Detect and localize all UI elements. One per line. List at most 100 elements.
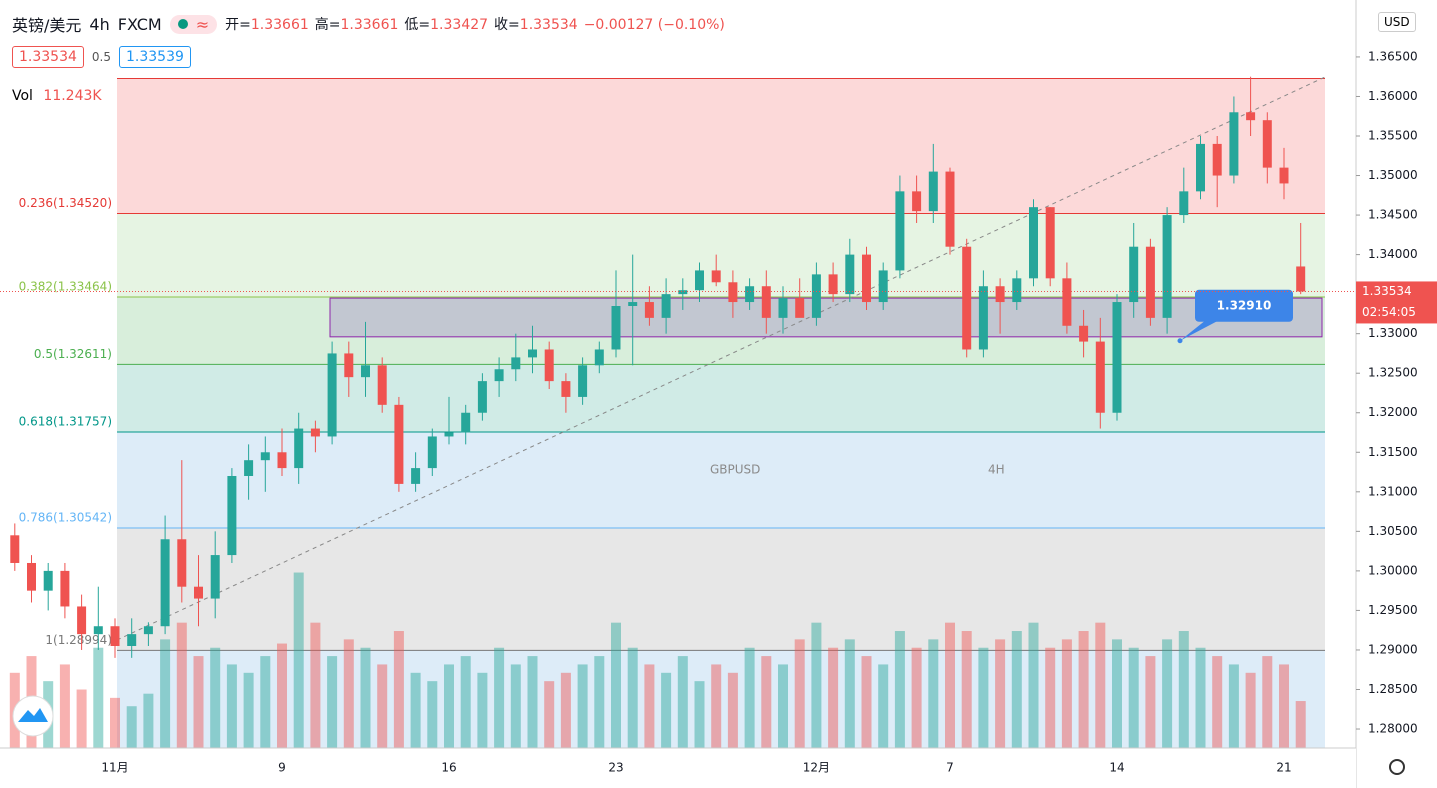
volume-legend: Vol 11.243K	[12, 88, 102, 104]
callout-label: 1.32910	[1217, 298, 1272, 312]
candle-body	[594, 349, 604, 366]
candle-body	[177, 539, 187, 587]
volume-bar	[1212, 656, 1223, 748]
candle-body	[77, 606, 87, 635]
x-tick-label: 12月	[803, 761, 830, 775]
zone-box	[329, 297, 1323, 338]
volume-bar	[76, 689, 87, 748]
candle-body	[995, 286, 1005, 303]
volume-bar	[1028, 622, 1039, 748]
volume-bar	[460, 656, 471, 748]
volume-bar	[110, 697, 120, 748]
volume-bar	[1195, 647, 1206, 748]
volume-bar	[59, 664, 70, 748]
candle-body	[1012, 278, 1022, 303]
volume-bar	[160, 639, 171, 748]
candle-body	[1296, 266, 1306, 292]
candle-body	[160, 539, 170, 627]
candle-body	[294, 428, 304, 469]
candle-body	[962, 246, 972, 350]
fib-zone	[117, 296, 1325, 365]
stat-value: 1.33661	[250, 17, 309, 33]
volume-bar	[978, 647, 989, 748]
fib-label: 0.382(1.33464)	[19, 279, 112, 293]
candle-body	[511, 357, 521, 370]
currency-button[interactable]: USD	[1378, 12, 1416, 32]
candle-body	[1029, 207, 1038, 279]
y-tick-label: 1.36500	[1368, 49, 1418, 63]
candle-body	[110, 626, 120, 646]
volume-bar	[627, 647, 638, 748]
sell-button[interactable]: 1.33534	[12, 46, 84, 68]
indicator-toggle[interactable]: ≈	[169, 14, 218, 34]
candle-body	[411, 468, 421, 484]
callout-box	[1195, 289, 1293, 322]
volume-bar	[1112, 639, 1122, 748]
candle-body	[711, 270, 721, 283]
candle-body	[327, 353, 337, 437]
time-axis-bg	[0, 748, 1356, 788]
volume-bar	[510, 664, 521, 748]
candle-body	[661, 294, 671, 318]
volume-bar	[427, 681, 438, 748]
fib-zone	[117, 431, 1325, 529]
candle-body	[945, 171, 955, 247]
candle-body	[1262, 120, 1272, 168]
volume-bar	[1078, 631, 1089, 748]
y-tick-label: 1.29500	[1368, 603, 1418, 617]
candle-body	[695, 270, 704, 291]
volume-bar	[694, 681, 705, 748]
volume-bar	[126, 706, 137, 748]
volume-bar	[327, 656, 338, 748]
candle-body	[477, 381, 487, 413]
volume-bar	[260, 656, 271, 748]
volume-bar	[744, 647, 755, 748]
trend-line	[116, 76, 1326, 641]
volume-bar	[594, 656, 605, 748]
volume-bar	[193, 656, 204, 748]
candle-body	[1196, 143, 1205, 192]
stat-key: 开=	[225, 17, 251, 33]
settings-button	[1389, 759, 1405, 775]
candle-body	[578, 365, 588, 397]
candle-body	[878, 270, 888, 303]
candle-body	[143, 626, 153, 635]
candle-body	[494, 369, 504, 382]
volume-bar	[410, 672, 421, 748]
volume-bar	[560, 672, 571, 748]
price-axis-bg	[1356, 0, 1437, 788]
volume-bar	[878, 664, 889, 748]
candle-body	[1162, 215, 1172, 318]
vol-value: 11.243K	[43, 88, 102, 104]
volume-bar	[778, 664, 788, 748]
candle-body	[795, 298, 805, 318]
source: FXCM	[117, 14, 162, 34]
last-price: 1.33534	[1362, 284, 1412, 298]
candle-body	[93, 626, 103, 635]
volume-bar	[444, 664, 454, 748]
candle-body	[310, 428, 320, 437]
y-tick-label: 1.36000	[1368, 89, 1418, 103]
volume-bar	[1061, 639, 1072, 748]
candle-body	[895, 191, 905, 271]
candle-body	[728, 282, 738, 303]
stat-key: 收=	[494, 17, 520, 33]
candle-body	[244, 460, 254, 476]
buy-button[interactable]: 1.33539	[119, 46, 191, 68]
volume-bar	[243, 672, 254, 748]
callout-anchor	[1177, 338, 1183, 344]
fib-label: 1(1.28994)	[45, 633, 112, 647]
volume-bar	[577, 664, 588, 748]
vol-name: Vol	[12, 88, 33, 104]
candle-body	[227, 476, 237, 556]
fib-label: 0.618(1.31757)	[19, 414, 112, 428]
candle-body	[444, 432, 454, 437]
fib-label: 0.236(1.34520)	[19, 196, 112, 210]
stat-value: 1.33534	[519, 17, 578, 33]
volume-bar	[1162, 639, 1173, 748]
fib-zone	[117, 528, 1325, 651]
candle-body	[127, 634, 137, 646]
volume-bar	[894, 631, 905, 748]
